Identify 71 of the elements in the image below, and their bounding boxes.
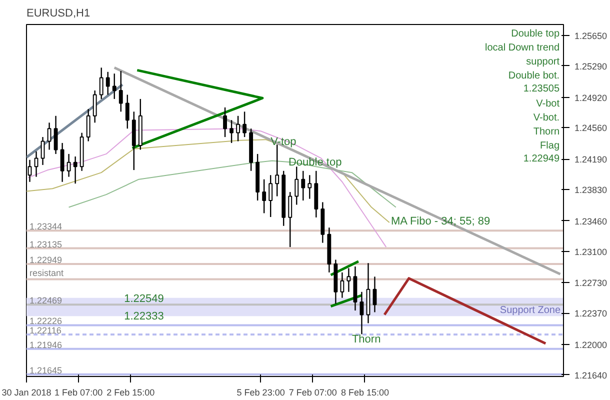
candlestick	[242, 111, 247, 138]
candlestick	[112, 72, 116, 100]
candlestick	[230, 120, 234, 144]
candlestick	[54, 115, 58, 155]
candlestick	[346, 268, 351, 292]
candlestick	[86, 108, 90, 142]
annotation: MA Fibo - 34; 55; 89	[391, 216, 490, 228]
annotation: Double top	[511, 28, 560, 40]
y-tick-label: 1.24920	[574, 92, 608, 103]
ref-line-label: 1.22949	[30, 255, 62, 266]
x-tick-label: 5 Feb 23:00	[236, 388, 285, 398]
candlestick	[360, 291, 364, 335]
y-tick-label: 1.23830	[574, 185, 608, 195]
ref-line-label: 1.21645	[30, 365, 62, 376]
annotation: 1.22949	[523, 154, 560, 164]
candlestick	[99, 67, 104, 100]
annotation: Double bot.	[508, 70, 560, 82]
annotation: local Down trend	[485, 42, 560, 54]
band-label: Support Zone	[500, 305, 561, 316]
y-tick-label: 1.23100	[574, 246, 608, 257]
annotation: 1.22549	[124, 292, 164, 305]
candlestick	[118, 70, 123, 112]
candlestick	[301, 170, 306, 202]
candlestick	[92, 90, 97, 124]
candlestick	[125, 94, 130, 130]
annotation: Double top	[288, 156, 342, 168]
ref-line-label: 1.22116	[30, 326, 62, 336]
candlestick	[73, 156, 78, 184]
y-tick-label: 1.21640	[574, 370, 608, 380]
x-tick-label: 8 Feb 15:00	[340, 388, 389, 398]
annotation: V-bot.	[533, 112, 560, 124]
x-tick-label: 7 Feb 07:00	[288, 388, 337, 398]
y-tick-label: 1.25290	[574, 61, 608, 72]
ref-line-label: 1.22469	[30, 296, 62, 306]
candlestick	[268, 174, 273, 218]
candlestick	[262, 178, 266, 214]
annotation: support	[526, 56, 560, 68]
ref-line-label: 1.23344	[30, 222, 62, 232]
candlestick	[60, 142, 64, 182]
annotation: V-bot	[536, 98, 560, 110]
candlestick	[66, 153, 71, 178]
y-tick-label: 1.22730	[574, 278, 608, 288]
y-tick-label: 1.25650	[574, 31, 608, 41]
annotation: Thorn	[533, 126, 560, 138]
y-tick-label: 1.22000	[574, 340, 608, 350]
x-tick-label: 1 Feb 07:00	[54, 388, 103, 398]
candlestick	[106, 71, 110, 96]
y-tick-label: 1.22370	[574, 308, 608, 319]
candlestick	[294, 166, 299, 206]
ref-line-label: 1.23135	[30, 239, 62, 250]
annotation: Flag	[540, 140, 560, 152]
annotation: Thorn	[352, 333, 381, 346]
annotation: 1.23505	[523, 84, 560, 94]
candlestick	[288, 191, 292, 248]
candlestick	[340, 272, 344, 298]
ref-line-label: resistant	[30, 268, 64, 278]
chart-title: EURUSD,H1	[26, 8, 90, 20]
y-tick-label: 1.24560	[574, 123, 608, 134]
annotation: 1.22333	[124, 310, 164, 323]
annotation: V-top	[270, 136, 296, 148]
y-tick-label: 1.24190	[574, 154, 608, 165]
ref-line-label: 1.21946	[30, 340, 62, 350]
candlestick	[223, 106, 227, 138]
x-tick-label: 30 Jan 2018	[2, 388, 52, 398]
y-tick-label: 1.23460	[574, 216, 608, 226]
candlestick	[47, 122, 52, 150]
ref-line-label: 1.22226	[30, 316, 62, 326]
candlestick	[308, 174, 312, 200]
candlestick	[34, 150, 38, 178]
x-tick-label: 2 Feb 15:00	[106, 388, 155, 398]
candlestick	[236, 115, 240, 142]
